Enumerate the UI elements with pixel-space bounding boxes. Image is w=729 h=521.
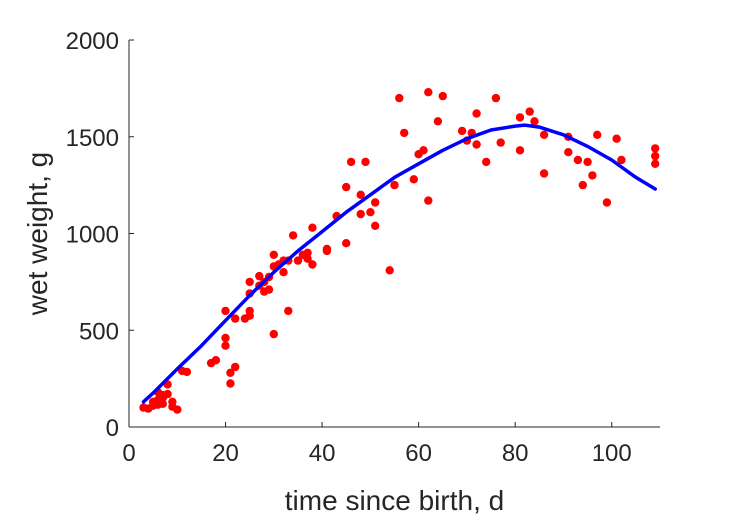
data-point bbox=[182, 367, 192, 377]
y-tick-label: 2000 bbox=[66, 28, 119, 55]
data-point bbox=[245, 277, 254, 287]
data-point bbox=[515, 113, 525, 122]
data-point bbox=[361, 157, 370, 167]
x-tick-label: 80 bbox=[502, 440, 529, 467]
data-point bbox=[226, 368, 235, 377]
data-point bbox=[231, 362, 240, 372]
fit-curve bbox=[141, 123, 657, 404]
y-tick-label: 1000 bbox=[66, 222, 119, 249]
data-point bbox=[346, 157, 356, 167]
data-point bbox=[472, 109, 481, 118]
data-point bbox=[424, 196, 433, 205]
data-point bbox=[385, 266, 394, 275]
data-point bbox=[221, 306, 230, 316]
data-point bbox=[308, 260, 317, 269]
data-point bbox=[288, 231, 298, 240]
data-point bbox=[651, 159, 660, 168]
data-point bbox=[400, 128, 409, 138]
data-point bbox=[651, 151, 660, 161]
data-point bbox=[530, 117, 539, 126]
data-point bbox=[366, 208, 375, 217]
data-point bbox=[342, 239, 351, 248]
data-point bbox=[515, 146, 525, 155]
data-point bbox=[226, 379, 235, 388]
plot-area bbox=[139, 88, 660, 414]
data-point bbox=[573, 155, 583, 165]
y-tick-label: 1500 bbox=[66, 125, 119, 152]
x-ticks: 0 20 40 60 80 100 bbox=[122, 422, 632, 467]
data-point bbox=[371, 198, 380, 207]
data-point bbox=[409, 175, 418, 184]
data-point bbox=[588, 171, 597, 180]
data-point bbox=[602, 198, 612, 207]
x-tick-label: 0 bbox=[122, 440, 135, 467]
data-point bbox=[158, 399, 167, 408]
data-point bbox=[255, 271, 264, 281]
data-point bbox=[438, 91, 447, 101]
data-point bbox=[612, 134, 621, 143]
data-point bbox=[593, 130, 602, 139]
data-point bbox=[539, 169, 549, 178]
data-point bbox=[245, 311, 254, 320]
data-point bbox=[617, 155, 626, 165]
x-tick-label: 60 bbox=[405, 440, 432, 467]
data-point bbox=[496, 138, 505, 147]
x-axis-title: time since birth, d bbox=[285, 485, 504, 516]
data-point bbox=[564, 148, 573, 157]
data-point bbox=[457, 126, 467, 136]
data-point bbox=[583, 157, 592, 167]
data-point bbox=[578, 180, 587, 190]
data-point bbox=[269, 329, 278, 339]
data-point bbox=[173, 405, 182, 414]
x-tick-label: 40 bbox=[309, 440, 336, 467]
data-point bbox=[293, 256, 303, 265]
data-point bbox=[303, 248, 312, 257]
data-point bbox=[539, 130, 549, 139]
data-point bbox=[651, 144, 660, 153]
data-point bbox=[390, 180, 399, 190]
data-point bbox=[303, 254, 312, 263]
data-point bbox=[424, 88, 433, 97]
data-point bbox=[395, 93, 404, 103]
data-point bbox=[482, 157, 491, 167]
data-point bbox=[284, 306, 293, 316]
y-tick-label: 500 bbox=[79, 318, 119, 345]
data-point bbox=[163, 389, 172, 399]
data-point bbox=[279, 268, 288, 277]
data-point bbox=[211, 356, 221, 365]
data-point bbox=[322, 246, 332, 256]
data-point bbox=[221, 333, 230, 343]
data-point bbox=[269, 250, 278, 259]
y-tick-label: 0 bbox=[106, 415, 119, 442]
data-point bbox=[308, 223, 317, 232]
data-point bbox=[525, 107, 534, 116]
x-tick-label: 20 bbox=[212, 440, 239, 467]
data-point bbox=[419, 146, 428, 155]
data-point bbox=[342, 182, 351, 192]
data-point bbox=[433, 117, 443, 126]
y-axis-title: wet weight, g bbox=[22, 152, 53, 316]
data-point bbox=[221, 341, 230, 350]
axes: 0 20 40 60 80 100 0 500 1000 1500 2000 bbox=[66, 28, 660, 467]
data-point bbox=[472, 140, 481, 149]
data-point bbox=[356, 209, 365, 219]
data-point bbox=[371, 221, 380, 230]
data-point bbox=[264, 285, 274, 294]
data-point bbox=[491, 93, 501, 103]
data-point bbox=[356, 190, 365, 199]
x-tick-label: 100 bbox=[592, 440, 632, 467]
y-ticks: 0 500 1000 1500 2000 bbox=[66, 28, 134, 442]
data-point bbox=[231, 314, 240, 323]
